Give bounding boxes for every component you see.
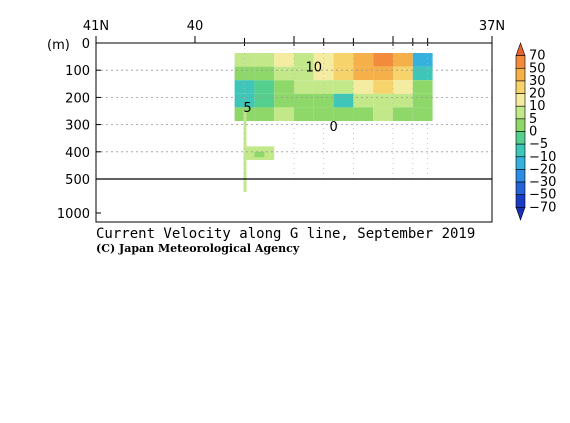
latitude-axis: 41N 40 37N xyxy=(83,19,505,43)
y-tick-label: 0 xyxy=(82,37,90,52)
velocity-cell xyxy=(294,80,314,94)
colorbar-label: −30 xyxy=(529,175,556,190)
velocity-cell xyxy=(333,53,354,67)
colorbar-swatch xyxy=(515,169,526,183)
velocity-cell xyxy=(294,93,314,108)
x-tick-label: 41N xyxy=(83,19,109,34)
velocity-cell xyxy=(353,93,374,108)
velocity-cell xyxy=(333,66,354,81)
colorbar-label: 50 xyxy=(529,61,546,76)
y-tick-label: 1000 xyxy=(57,207,90,222)
velocity-cell xyxy=(274,80,294,94)
colorbar-swatch xyxy=(515,118,526,132)
colorbar-label: 70 xyxy=(529,49,546,64)
velocity-cell xyxy=(274,53,294,67)
velocity-cell xyxy=(274,107,294,121)
velocity-cell xyxy=(373,53,393,67)
depth-gridlines xyxy=(96,38,492,179)
velocity-cell xyxy=(393,53,413,67)
colorbar-swatch xyxy=(515,67,526,82)
colorbar-swatch xyxy=(515,143,526,158)
colorbar-label: −20 xyxy=(529,162,556,177)
velocity-cell xyxy=(294,66,314,81)
colorbar-label: −5 xyxy=(529,137,548,152)
velocity-cell xyxy=(234,53,255,67)
velocity-cell xyxy=(234,93,255,108)
velocity-cell xyxy=(234,80,255,94)
velocity-cell xyxy=(393,80,413,94)
velocity-cell xyxy=(333,107,354,121)
velocity-cell xyxy=(313,80,334,94)
chart-credit: (C) Japan Meteorological Agency xyxy=(96,242,300,255)
velocity-cell xyxy=(393,93,413,108)
velocity-cell xyxy=(254,80,275,94)
velocity-cell xyxy=(412,53,433,67)
colorbar-label: 20 xyxy=(529,87,546,102)
y-tick-label: 300 xyxy=(65,119,90,134)
colorbar-label: −10 xyxy=(529,150,556,165)
velocity-cell xyxy=(373,93,393,108)
velocity-cell xyxy=(254,107,275,121)
colorbar-swatch xyxy=(515,105,526,120)
colorbar-swatch xyxy=(515,194,526,208)
velocity-cell xyxy=(393,66,413,81)
velocity-cell xyxy=(274,66,294,81)
contour-label: 0 xyxy=(329,120,337,135)
velocity-cell xyxy=(412,107,433,121)
velocity-cell xyxy=(373,66,393,81)
contour-label: 10 xyxy=(306,60,323,75)
colorbar-label: 5 xyxy=(529,112,537,127)
velocity-cell xyxy=(294,53,314,67)
velocity-cell xyxy=(333,93,354,108)
velocity-cell xyxy=(412,80,433,94)
colorbar-swatch xyxy=(515,131,526,145)
chart-title: Current Velocity along G line, September… xyxy=(96,226,476,242)
velocity-cell xyxy=(294,107,314,121)
velocity-cell xyxy=(353,80,374,94)
x-tick-label: 37N xyxy=(479,19,505,34)
contour-label: 5 xyxy=(243,101,251,116)
colorbar-swatch xyxy=(515,80,526,94)
colorbar-swatch xyxy=(515,93,526,107)
colorbar-label: 0 xyxy=(529,125,537,140)
velocity-cell xyxy=(353,66,374,81)
colorbar-label: −50 xyxy=(529,188,556,203)
velocity-cell xyxy=(412,66,433,81)
velocity-cell xyxy=(274,93,294,108)
y-tick-label: 200 xyxy=(65,91,90,106)
velocity-cell xyxy=(313,107,334,121)
contour-labels: 10 0 5 xyxy=(243,60,337,135)
velocity-cell xyxy=(254,151,265,158)
velocity-cell xyxy=(373,80,393,94)
colorbar-cap xyxy=(515,42,526,56)
velocity-cell xyxy=(373,107,393,121)
velocity-cell xyxy=(333,80,354,94)
depth-axis: 0 100 200 300 400 500 1000 xyxy=(57,37,101,222)
colorbar-swatch xyxy=(515,156,526,170)
y-tick-label: 400 xyxy=(65,146,90,161)
colorbar-swatch xyxy=(515,181,526,196)
velocity-cell xyxy=(313,53,334,67)
velocity-cell xyxy=(254,66,275,81)
velocity-cell xyxy=(254,93,275,108)
velocity-cell xyxy=(353,53,374,67)
velocity-field xyxy=(234,53,433,192)
colorbar-cap xyxy=(515,207,526,221)
velocity-cell xyxy=(254,53,275,67)
colorbar-swatch xyxy=(515,55,526,69)
velocity-cell xyxy=(313,93,334,108)
colorbar-label: 30 xyxy=(529,74,546,89)
y-tick-label: 100 xyxy=(65,64,90,79)
colorbar-label: −70 xyxy=(529,200,556,215)
velocity-cell xyxy=(393,107,413,121)
depth-unit-label: (m) xyxy=(47,38,70,53)
velocity-cell xyxy=(353,107,374,121)
colorbar-label: 10 xyxy=(529,99,546,114)
velocity-cell xyxy=(412,93,433,108)
x-tick-label: 40 xyxy=(187,19,204,34)
y-tick-label: 500 xyxy=(65,173,90,188)
